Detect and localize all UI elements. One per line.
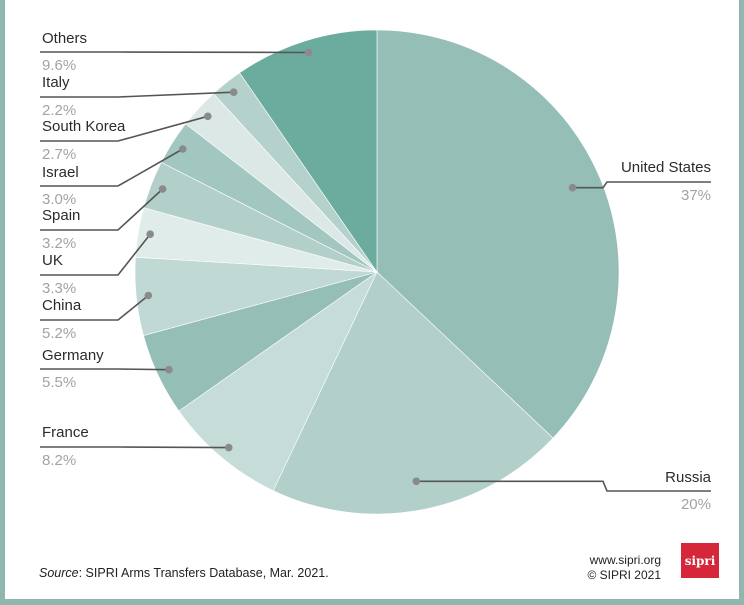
pie-chart: United States 37% Russia 20% France 8.2% Germa…: [40, 29, 712, 515]
source-prefix: Source: [39, 566, 79, 580]
leader-dot-russia: [412, 477, 421, 486]
leader-dot-united-states: [568, 183, 577, 192]
value-italy: 2.2%: [42, 102, 76, 119]
leader-south-korea: [40, 115, 209, 142]
source-text: : SIPRI Arms Transfers Database, Mar. 20…: [78, 566, 329, 580]
label-south-korea: South Korea: [42, 118, 126, 135]
leader-dot-israel: [179, 145, 187, 153]
value-south-korea: 2.7%: [42, 146, 76, 163]
value-spain: 3.2%: [42, 235, 76, 252]
leader-italy: [40, 91, 234, 98]
leader-france: [40, 446, 229, 449]
leader-dot-others: [304, 48, 313, 57]
label-uk: UK: [42, 252, 63, 269]
value-uk: 3.3%: [42, 280, 76, 297]
value-united-states: 37%: [681, 187, 711, 204]
leader-russia: [416, 480, 711, 492]
value-germany: 5.5%: [42, 374, 76, 391]
leader-germany: [40, 368, 169, 371]
leader-china: [40, 294, 149, 321]
label-china: China: [42, 297, 82, 314]
leader-spain: [40, 188, 164, 231]
label-germany: Germany: [42, 347, 104, 364]
value-others: 9.6%: [42, 57, 76, 74]
label-spain: Spain: [42, 207, 80, 224]
leader-lines: [40, 48, 711, 492]
copyright: © SIPRI 2021: [587, 568, 661, 582]
value-israel: 3.0%: [42, 191, 76, 208]
label-others: Others: [42, 30, 87, 47]
leader-dot-south-korea: [204, 112, 212, 121]
source-note: Source: SIPRI Arms Transfers Database, M…: [39, 566, 329, 580]
label-france: France: [42, 424, 89, 441]
slice-united-states: [376, 29, 620, 439]
slice-labels: United States 37% Russia 20% France 8.2% Germa…: [42, 30, 712, 513]
leader-dot-spain: [158, 185, 167, 193]
leader-united-states: [572, 181, 711, 189]
label-italy: Italy: [42, 74, 70, 91]
value-france: 8.2%: [42, 452, 76, 469]
slice-others: [239, 29, 378, 273]
leader-dot-germany: [165, 365, 173, 374]
leader-dot-france: [224, 443, 233, 452]
value-china: 5.2%: [42, 325, 76, 342]
slice-france: [178, 271, 378, 491]
website-link[interactable]: www.sipri.org: [589, 553, 661, 567]
value-russia: 20%: [681, 496, 711, 513]
slice-russia: [272, 271, 554, 515]
credits: www.sipri.org © SIPRI 2021: [565, 553, 661, 583]
leader-others: [40, 51, 309, 54]
leader-dot-italy: [229, 88, 238, 96]
leader-israel: [40, 148, 184, 187]
leader-uk: [40, 233, 151, 276]
leader-dot-china: [144, 291, 153, 300]
label-israel: Israel: [42, 164, 79, 181]
pie-slices: [134, 29, 620, 515]
label-united-states: United States: [621, 159, 711, 176]
label-russia: Russia: [665, 469, 712, 486]
leader-dot-uk: [146, 230, 154, 238]
sipri-logo: sipri: [681, 543, 719, 578]
